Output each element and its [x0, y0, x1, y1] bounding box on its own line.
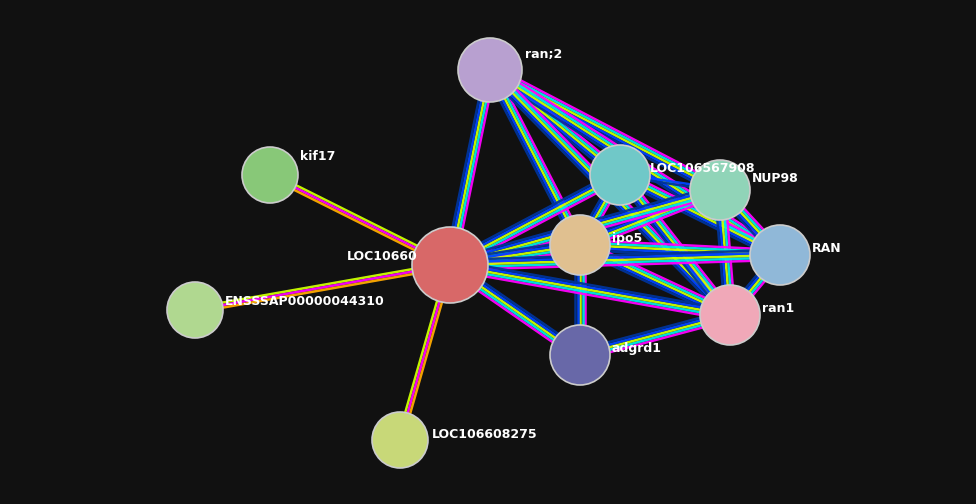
Text: RAN: RAN [812, 242, 841, 255]
Text: ENSSSAP00000044310: ENSSSAP00000044310 [225, 295, 385, 308]
Circle shape [750, 225, 810, 285]
Circle shape [242, 147, 298, 203]
Circle shape [372, 412, 428, 468]
Text: LOC106608275: LOC106608275 [432, 428, 538, 441]
Circle shape [690, 160, 750, 220]
Text: adgrd1: adgrd1 [612, 342, 662, 355]
Circle shape [458, 38, 522, 102]
Text: LOC10660: LOC10660 [347, 250, 418, 263]
Circle shape [700, 285, 760, 345]
Text: LOC106567908: LOC106567908 [650, 162, 755, 175]
Text: kif17: kif17 [300, 150, 336, 163]
Circle shape [550, 215, 610, 275]
Circle shape [167, 282, 223, 338]
Text: ipo5: ipo5 [612, 232, 642, 245]
Circle shape [590, 145, 650, 205]
Text: NUP98: NUP98 [752, 172, 798, 185]
Circle shape [412, 227, 488, 303]
Circle shape [550, 325, 610, 385]
Text: ran1: ran1 [762, 302, 794, 315]
Text: ran;2: ran;2 [525, 48, 562, 61]
